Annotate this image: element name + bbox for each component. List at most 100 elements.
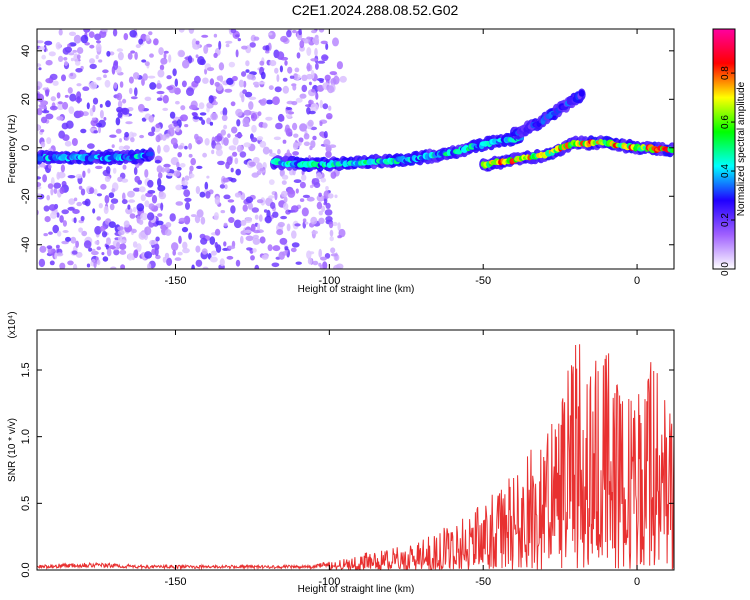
spectrogram-speckle [59,186,65,195]
spectrogram-speckle [317,60,326,64]
spectrogram-speckle [202,77,209,84]
snr-ylabel: SNR (10 * v/v) [7,418,18,482]
colorbar-tick-label: 0.6 [720,115,731,129]
spectrogram-speckle [177,251,183,256]
spectrogram-speckle [233,219,242,229]
spectrogram-speckle [95,43,102,52]
snr-frame [36,329,675,571]
spectrogram-speckle [274,67,279,74]
spectrogram-speckle [147,190,156,194]
spectrogram-speckle [80,215,85,222]
spectrogram-speckle [298,137,304,143]
spectrogram-speckle [119,249,127,255]
spectrogram-speckle [270,202,276,209]
spectrogram-speckle [151,248,156,256]
spectrogram-speckle [108,245,116,250]
spectrogram-speckle [317,78,325,82]
spectrogram-speckle [301,84,308,93]
spectrogram-speckle [134,87,138,97]
spectrogram-speckle [177,145,184,150]
spectrogram-speckle [332,37,339,47]
colorbar-bar [713,29,735,269]
spectrogram-speckle [307,257,313,265]
spectrogram-speckle [62,230,69,233]
spectrogram-speckle [45,78,54,84]
spectrogram-speckle [119,243,127,250]
spectrogram-speckle [310,103,319,112]
spectrogram-speckle [219,75,224,83]
spectrogram-speckle [299,93,307,99]
spectrogram-speckle [248,161,256,167]
spectrogram-frame [36,28,675,270]
spectrogram-speckle [314,48,318,57]
spectrogram-speckle [44,40,53,46]
spectrogram-speckle [286,30,292,38]
spectrogram-speckle [295,188,299,194]
spectrogram-speckle [234,192,241,198]
spectrogram-speckle [225,40,233,44]
spectrogram-speckle [252,157,260,164]
spectrogram-speckle [67,206,75,211]
spectrogram-speckle [206,175,210,179]
spectrogram-speckle [158,191,167,200]
spectrogram-speckle [228,217,235,223]
spectrogram-speckle [251,207,259,213]
spectrogram-speckle [180,114,188,122]
spectrogram-speckle [117,176,123,182]
spectrogram-speckle [64,61,68,66]
spectrogram-speckle [158,47,164,56]
spectrogram-speckle [286,223,291,232]
spectrogram-speckle [318,217,325,224]
spectrogram-speckle [272,245,281,252]
spectrogram-speckle [289,75,295,79]
spectrogram-speckle [308,81,312,86]
spectrogram-speckle [318,29,325,33]
spectrogram-speckle [285,128,293,137]
spectrogram-speckle [248,101,254,110]
spectrogram-speckle [37,176,41,180]
spectrogram-speckle [64,94,69,98]
spectrogram-speckle [98,203,103,209]
spectrogram-speckle [123,220,130,228]
spectrogram-speckle [38,67,42,71]
snr-series-line [37,344,674,570]
spectrogram-speckle [43,205,50,212]
spectrogram-speckle [193,116,200,120]
spectrogram-speckle [231,126,238,134]
spectrogram-speckle [157,144,161,154]
spectrogram-speckle [46,194,50,201]
spectrogram-speckle [120,264,126,269]
spectrogram-speckle [73,263,78,269]
spectrogram-speckle [228,145,237,151]
colorbar-frame [712,28,736,270]
spectrogram-speckle [262,122,268,129]
spectrogram-speckle [242,117,250,127]
spectrogram-speckle [202,152,208,158]
spectrogram-speckle [124,131,129,138]
spectrogram-speckle [138,103,145,112]
spectrogram-xlabel: Height of straight line (km) [298,284,415,295]
spectrogram-speckle [80,128,87,134]
spectrogram-speckle [149,53,154,58]
snr-ytick-label: 1.0 [20,429,32,444]
snr-ytick-label: 0.0 [20,562,32,577]
spectrogram-speckle [218,62,225,71]
spectrogram-speckle [325,186,329,191]
spectrogram-speckle [164,229,172,236]
spectrogram-speckle [261,98,267,105]
spectrogram-speckle [174,257,182,261]
spectrogram-speckle [244,229,252,234]
spectrogram-speckle [96,76,102,81]
spectrogram-speckle [281,190,288,198]
spectrogram-speckle [99,30,107,38]
spectrogram-speckle [40,116,48,124]
spectrogram-speckle [259,140,267,148]
spectrogram-speckle [155,236,160,242]
spectrogram-speckle [262,146,270,155]
spectrogram-speckle [285,107,292,110]
spectrogram-speckle [191,38,197,48]
spectrogram-speckle [299,198,305,203]
spectrogram-ytick-label: 40 [20,45,32,57]
spectrogram-speckle [226,255,234,260]
spectrogram-speckle [272,211,279,218]
